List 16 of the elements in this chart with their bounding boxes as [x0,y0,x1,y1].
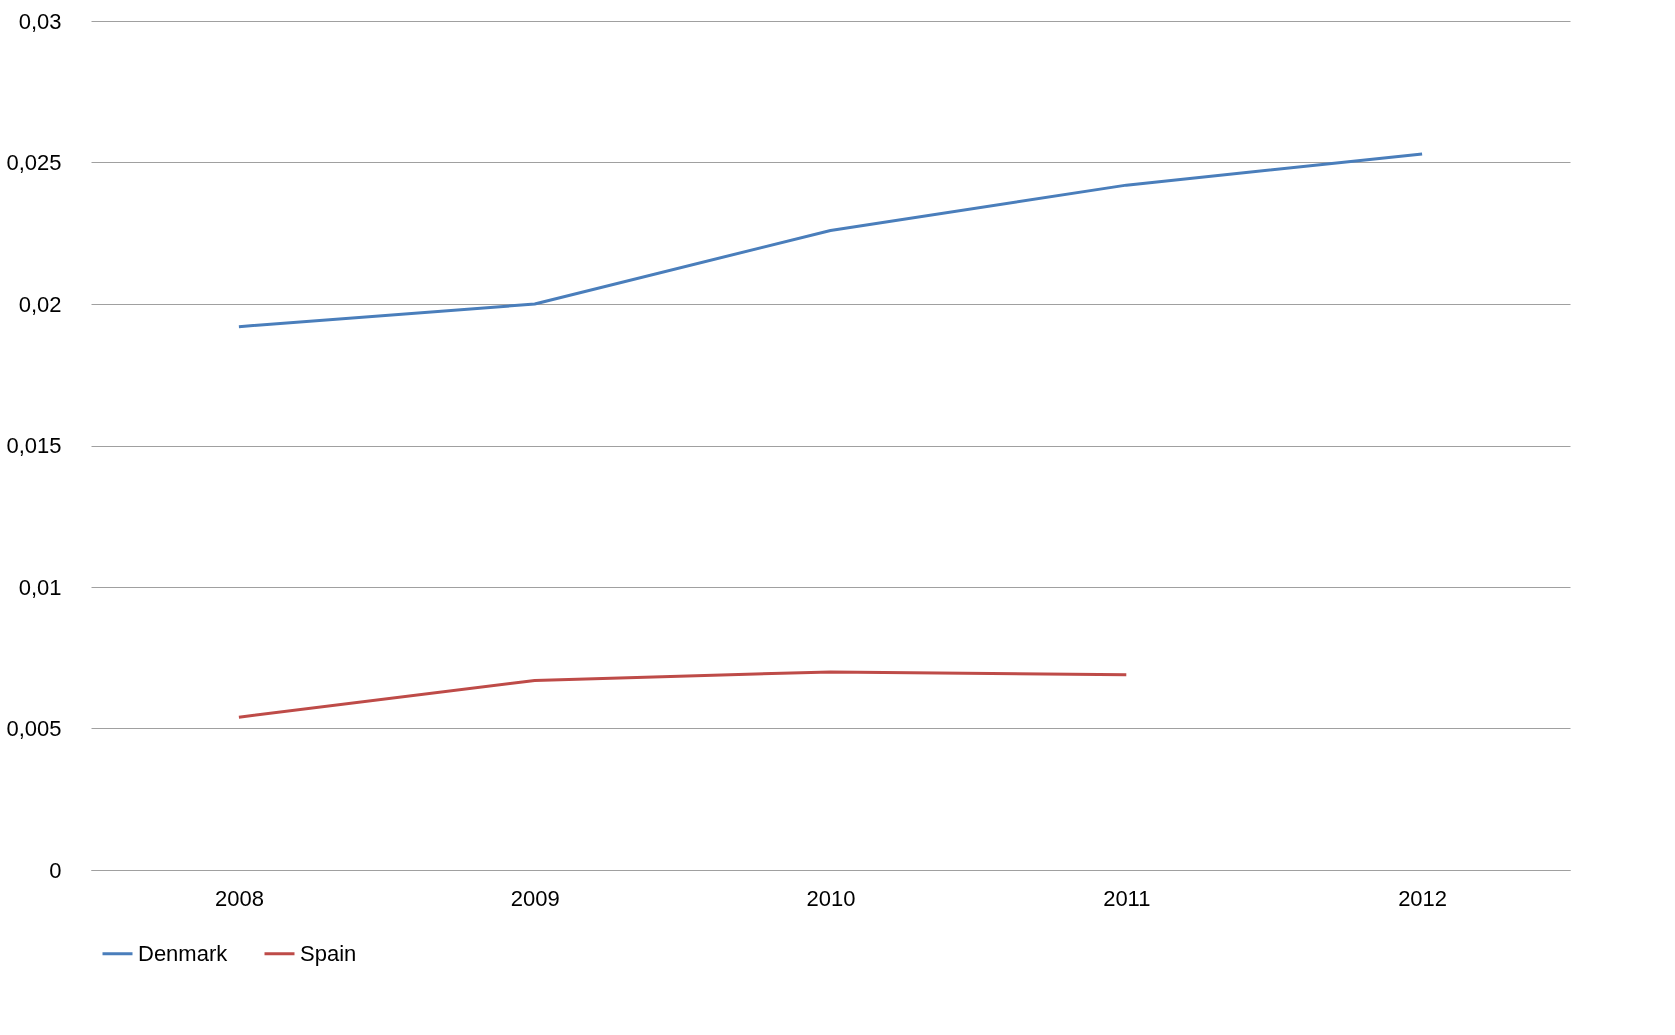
x-tick-label: 2010 [806,885,856,911]
line-series [237,152,1424,329]
y-tick-label: 0,01 [18,574,62,600]
y-tick-label: 0,015 [6,433,62,458]
y-tick-label: 0,005 [6,716,62,741]
y-tick-label: 0,025 [6,150,62,175]
y-tick-label: 0,03 [18,8,62,34]
x-tick-label: 2011 [1103,885,1151,911]
y-tick-label: 0,02 [18,291,62,317]
legend-label: Denmark [138,940,229,966]
x-tick-label: 2009 [510,885,560,911]
x-tick-label: 2008 [214,885,264,911]
x-tick-label: 2012 [1398,885,1448,911]
legend-label: Spain [300,940,357,966]
y-tick-label: 0 [49,857,62,883]
line-series [237,670,1128,719]
